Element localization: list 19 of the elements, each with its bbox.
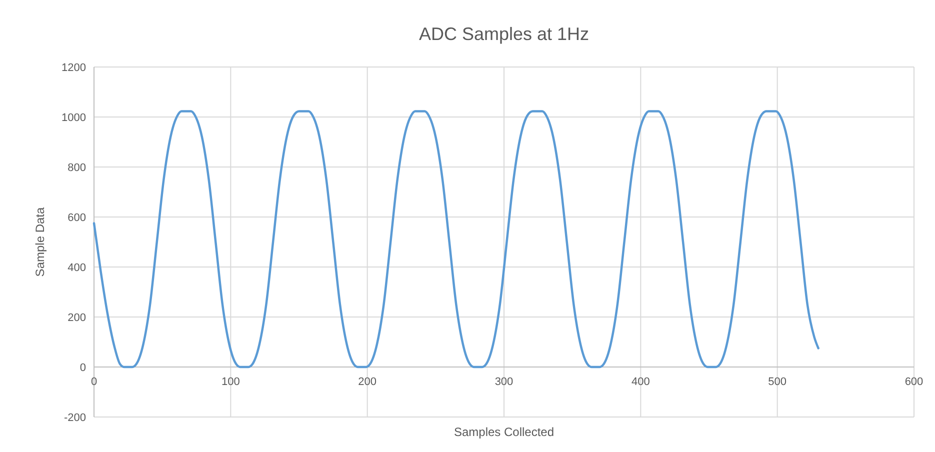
x-tick-label: 200 <box>358 376 377 388</box>
y-tick-label: 1200 <box>62 62 86 74</box>
x-tick-label: 600 <box>904 376 924 388</box>
y-tick-label: 400 <box>68 262 86 274</box>
line-series <box>92 110 820 368</box>
x-axis-title: Samples Collected <box>454 425 554 439</box>
x-tick-label: 100 <box>221 376 240 388</box>
y-tick-label: 1000 <box>62 112 86 124</box>
x-tick-label: 400 <box>631 376 650 388</box>
chart-title: ADC Samples at 1Hz <box>418 24 590 44</box>
y-tick-label: 600 <box>68 212 86 224</box>
x-tick-label: 500 <box>768 376 787 388</box>
y-tick-label: 800 <box>68 162 86 174</box>
x-tick-label: 300 <box>494 376 514 388</box>
y-axis-title: Sample Data <box>33 206 47 277</box>
y-tick-label: -200 <box>64 412 86 424</box>
y-tick-label: 200 <box>68 312 86 324</box>
y-tick-label: 0 <box>80 362 86 374</box>
x-tick-label: 0 <box>90 376 98 388</box>
